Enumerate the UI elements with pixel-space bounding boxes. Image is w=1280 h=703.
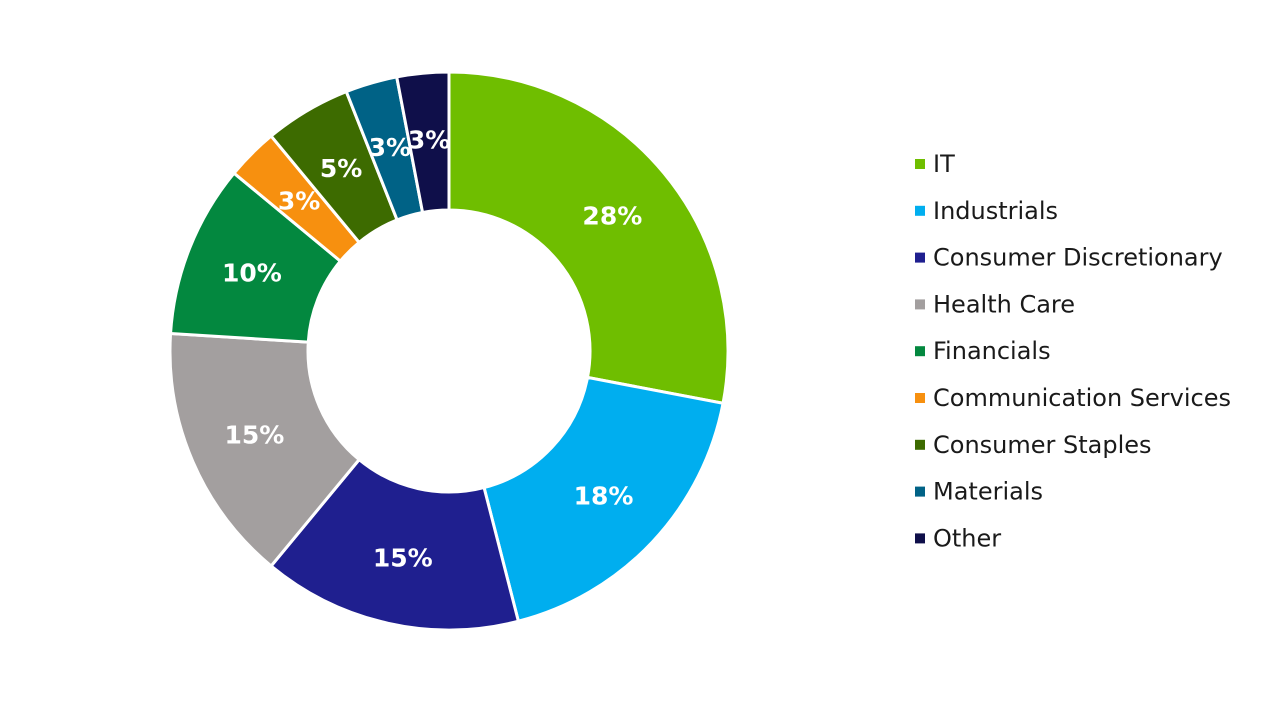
legend-swatch-health-care [915, 299, 925, 310]
legend-swatch-it [915, 159, 925, 169]
slice-health-care [168, 331, 362, 569]
slice-label-other: 3% [408, 125, 450, 154]
legend-label-it: IT [933, 150, 955, 178]
legend-label-consumer-staples: Consumer Staples [933, 431, 1152, 459]
legend-label-health-care: Health Care [933, 290, 1075, 318]
legend-swatch-industrials [915, 205, 925, 216]
slice-label-materials: 3% [369, 133, 411, 162]
legend-swatch-communication-services [915, 393, 925, 403]
slice-label-industrials: 18% [574, 482, 634, 511]
slice-other [394, 70, 451, 215]
slice-label-it: 28% [582, 201, 642, 230]
legend-label-materials: Materials [933, 478, 1043, 506]
legend-swatch-consumer-staples [915, 439, 925, 450]
slice-labels-group: 28%18%15%15%10%3%5%3%3% [222, 125, 642, 572]
slice-label-consumer-staples: 5% [320, 154, 362, 183]
legend-label-financials: Financials [933, 337, 1051, 365]
legend-label-consumer-discretionary: Consumer Discretionary [933, 244, 1223, 272]
legend-swatch-materials [915, 486, 925, 497]
slice-it [447, 70, 730, 406]
slices-group [168, 70, 730, 632]
slice-label-health-care: 15% [225, 421, 285, 450]
slice-label-consumer-discretionary: 15% [373, 543, 433, 572]
legend: IT Industrials Consumer Discretionary Healt… [915, 150, 1231, 552]
legend-swatch-financials [915, 346, 925, 357]
slice-label-financials: 10% [222, 258, 282, 287]
slice-industrials [482, 375, 725, 624]
slice-consumer-discretionary [269, 457, 521, 632]
slice-label-communication-services: 3% [278, 187, 320, 216]
legend-label-industrials: Industrials [933, 197, 1058, 225]
legend-label-communication-services: Communication Services [933, 384, 1231, 412]
legend-swatch-other [915, 533, 925, 544]
legend-swatch-consumer-discretionary [915, 252, 925, 263]
legend-label-other: Other [933, 524, 1001, 552]
